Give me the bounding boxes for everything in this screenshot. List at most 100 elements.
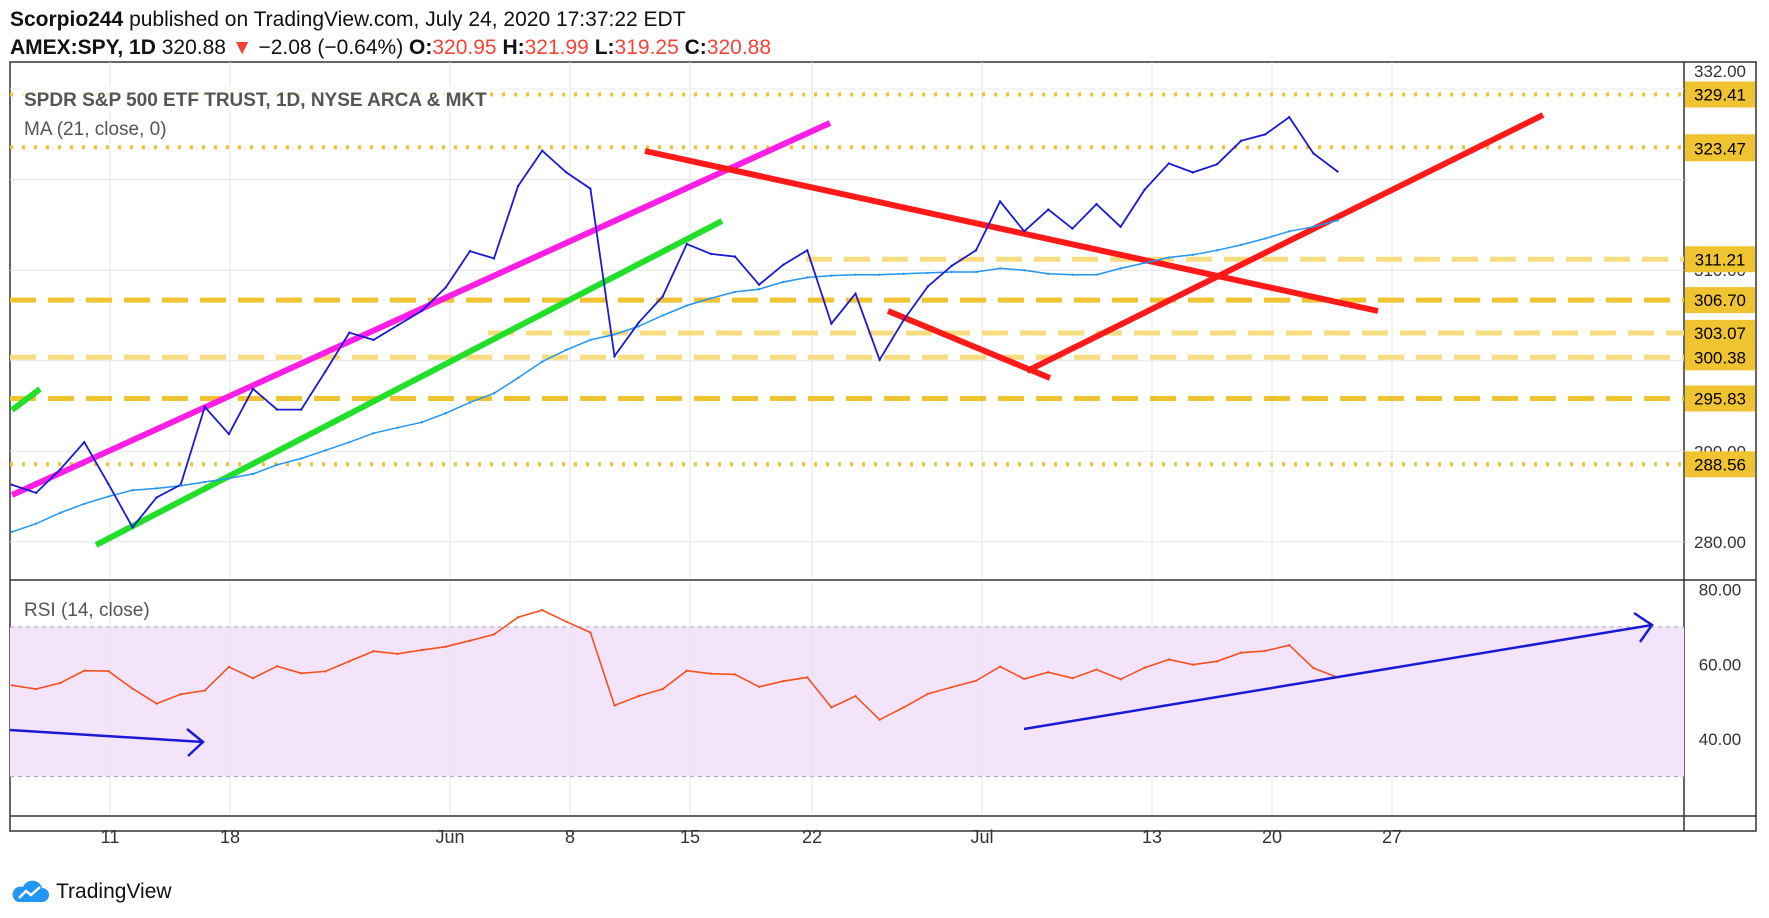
level-label-box xyxy=(1685,287,1755,314)
price-tick-label: 332.00 xyxy=(1694,62,1746,81)
price-point xyxy=(396,324,399,327)
red-support-line[interactable] xyxy=(886,308,1052,381)
ma-point xyxy=(396,426,399,429)
rsi-down-arrow-line[interactable] xyxy=(9,728,204,744)
ma-point xyxy=(1239,243,1243,247)
footer-brand[interactable]: TradingView xyxy=(10,880,172,904)
ma-point xyxy=(444,412,447,415)
ma-point xyxy=(589,338,592,342)
rsi-legend[interactable]: RSI (14, close) xyxy=(24,600,150,621)
price-point xyxy=(830,322,833,325)
trend-line-drawings[interactable] xyxy=(10,112,1545,548)
rsi-point xyxy=(83,669,86,672)
rsi-point xyxy=(10,684,14,687)
rsi-point xyxy=(1312,666,1315,670)
horizontal-levels xyxy=(10,92,1684,467)
rsi-point xyxy=(492,633,496,636)
ma-point xyxy=(107,495,110,498)
rsi-point xyxy=(950,685,954,689)
rsi-point xyxy=(107,669,110,673)
ma-point xyxy=(782,280,785,284)
level-label-box xyxy=(1685,319,1755,346)
ma-point xyxy=(155,487,158,490)
rsi-point xyxy=(251,676,255,680)
ma-point xyxy=(275,463,279,467)
price-point xyxy=(998,200,1002,203)
ma-point xyxy=(1047,272,1050,276)
ma-point xyxy=(902,272,905,276)
close-label: C: xyxy=(684,36,707,59)
ma-point xyxy=(492,392,496,395)
ma-point xyxy=(1336,219,1339,222)
rsi-point xyxy=(275,664,279,668)
price-point xyxy=(541,149,544,152)
price-point xyxy=(34,491,38,495)
ma-point xyxy=(10,530,14,534)
rsi-point xyxy=(155,702,158,705)
rsi-point xyxy=(1047,670,1050,674)
price-point xyxy=(685,242,688,246)
time-tick-label: 8 xyxy=(565,827,575,847)
rsi-point xyxy=(878,718,881,721)
time-tick-label: 11 xyxy=(101,827,120,847)
rsi-point xyxy=(565,620,568,623)
rsi-point xyxy=(733,673,737,676)
last-price-box xyxy=(1685,135,1755,162)
rsi-point xyxy=(709,672,713,675)
price-point xyxy=(492,257,496,260)
price-point xyxy=(1312,152,1315,155)
publisher-username[interactable]: Scorpio244 xyxy=(10,8,124,31)
time-tick-label: Jul xyxy=(970,827,993,847)
price-point xyxy=(589,187,592,190)
rsi-point xyxy=(926,692,929,696)
price-point xyxy=(251,387,255,390)
magenta-trend-line[interactable] xyxy=(10,120,832,498)
rsi-point xyxy=(444,645,447,648)
level-label-box xyxy=(1685,246,1755,273)
ma-point xyxy=(565,348,568,352)
rsi-point xyxy=(300,672,303,675)
price-point xyxy=(300,408,303,411)
price-point xyxy=(203,405,206,409)
level-labels: 329.41323.58311.21306.70303.07300.38295.… xyxy=(1685,81,1755,478)
rsi-tick-label: 80.00 xyxy=(1699,580,1742,599)
rsi-point xyxy=(516,615,520,619)
publish-info: published on TradingView.com, July 24, 2… xyxy=(129,8,686,31)
price-point xyxy=(275,408,279,411)
price-point xyxy=(1047,208,1050,211)
ma-point xyxy=(1143,261,1146,265)
open-value: 320.95 xyxy=(432,36,497,59)
time-tick-label: 20 xyxy=(1262,827,1282,847)
price-point xyxy=(902,318,905,322)
ma-point xyxy=(830,274,833,277)
rsi-point xyxy=(1191,663,1195,666)
time-axis-labels: 11 18 Jun 8 15 22 Jul 13 20 27 xyxy=(101,827,1402,847)
ma-point xyxy=(468,401,472,404)
rsi-point xyxy=(59,681,62,685)
green-trend-line[interactable] xyxy=(94,218,724,548)
arrow-head-icon xyxy=(1633,611,1654,643)
rsi-point xyxy=(1264,649,1267,653)
rsi-point xyxy=(854,694,857,698)
tradingview-cloud-icon xyxy=(12,880,49,902)
ma-legend[interactable]: MA (21, close, 0) xyxy=(24,119,167,140)
down-arrow-icon: ▼ xyxy=(231,36,253,59)
level-label: 295.83 xyxy=(1694,389,1746,408)
red-resistance-line[interactable] xyxy=(644,148,1379,314)
ma-point xyxy=(1215,249,1219,252)
green-trend-line-short[interactable] xyxy=(10,386,42,413)
ma-point xyxy=(926,271,929,275)
ma-point xyxy=(1167,256,1171,259)
rsi-point xyxy=(1239,651,1243,654)
rsi-tick-label: 60.00 xyxy=(1699,655,1742,674)
rsi-arrow-drawings[interactable] xyxy=(9,611,1654,757)
red-uptrend-line[interactable] xyxy=(1025,112,1545,374)
rsi-point xyxy=(1167,658,1171,661)
rsi-point xyxy=(589,631,592,634)
level-label-box xyxy=(1685,385,1755,412)
ma-point xyxy=(324,449,327,452)
ma-point xyxy=(878,273,881,276)
rsi-up-arrow-line[interactable] xyxy=(1023,623,1653,731)
arrow-head-icon xyxy=(186,728,205,757)
